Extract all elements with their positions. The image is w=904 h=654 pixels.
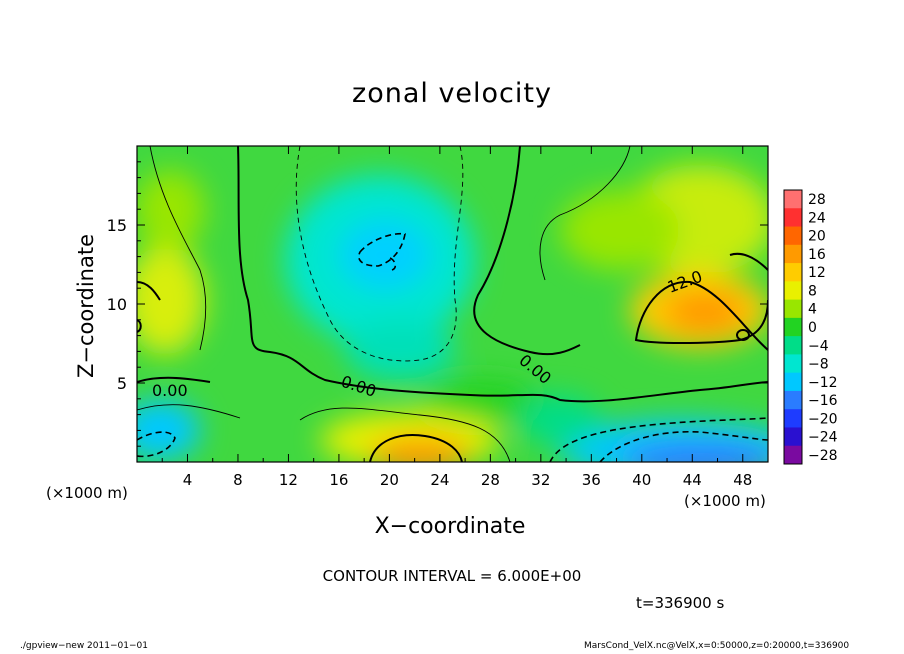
colorbar-label: −12 [808,375,838,391]
x-tick-label: 8 [233,471,243,489]
colorbar-label: −20 [808,411,838,427]
colorbar-label: 28 [808,192,826,208]
field-color-blobs [137,165,768,462]
x-tick-label: 20 [380,471,399,489]
y-axis-label: Z−coordinate [74,234,98,378]
colorbar-label: 0 [808,320,817,336]
x-axis: 4 8 12 16 20 24 28 32 36 40 44 48 [161,146,752,489]
colorbar-label: 12 [808,265,826,281]
contour-label: 0.00 [152,381,188,400]
colorbar-label: 16 [808,247,826,263]
x-axis-label: X−coordinate [374,514,526,539]
footer-left: ./gpview−new 2011−01−01 [20,641,148,651]
contour-labels: 0.00 0.00 0.00 12.0 [152,267,705,401]
contour-lines [137,146,768,462]
chart-title: zonal velocity [352,78,552,109]
colorbar-swatch [784,372,802,392]
colorbar-swatch [784,336,802,355]
colorbar-swatch [784,445,802,465]
time-label: t=336900 s [636,594,725,612]
x-tick-label: 40 [632,471,651,489]
colorbar-label: −8 [808,357,829,373]
colorbar-swatch [784,317,802,337]
x-tick-label: 16 [329,471,348,489]
colorbar-frame [783,189,803,465]
colorbar-swatch [784,244,802,264]
colorbar-label: −28 [808,448,838,464]
x-tick-label: 44 [683,471,702,489]
y-tick-label: 15 [107,216,127,235]
colorbar-label: 8 [808,283,817,299]
colorbar-swatch [784,299,802,319]
colorbar-swatch [784,226,802,246]
x-unit-label-right: (×1000 m) [684,492,766,510]
colorbar-swatch [784,409,802,428]
x-tick-label: 32 [531,471,550,489]
colorbar-label: −4 [808,338,829,354]
x-unit-label-left: (×1000 m) [46,484,128,502]
colorbar-label: −24 [808,430,838,446]
colorbar: 28 24 20 16 12 8 4 0 −4 −8 −12 −16 −20 −24 −28 [783,189,838,465]
colorbar-swatch [784,208,802,228]
colorbar-label: 20 [808,229,826,245]
x-tick-label: 48 [733,471,752,489]
footer-right: MarsCond_VelX.nc@VelX,x=0:50000,z=0:2000… [584,641,850,651]
colorbar-swatch [784,190,802,209]
x-tick-label: 24 [430,471,449,489]
x-tick-label: 12 [279,471,298,489]
colorbar-swatch [784,390,802,410]
x-tick-label: 4 [183,471,193,489]
colorbar-label: 4 [808,302,817,318]
colorbar-swatch [784,354,802,374]
colorbar-swatch [784,427,802,447]
y-axis: 5 10 15 [107,161,768,447]
colorbar-label: −16 [808,393,838,409]
x-tick-label: 28 [481,471,500,489]
y-tick-label: 10 [107,295,127,314]
x-tick-label: 36 [582,471,601,489]
colorbar-swatch [784,281,802,301]
colorbar-label: 24 [808,210,826,226]
colorbar-swatch [784,263,802,282]
y-tick-label: 5 [117,374,127,393]
contour-interval-label: CONTOUR INTERVAL = 6.000E+00 [322,567,582,585]
